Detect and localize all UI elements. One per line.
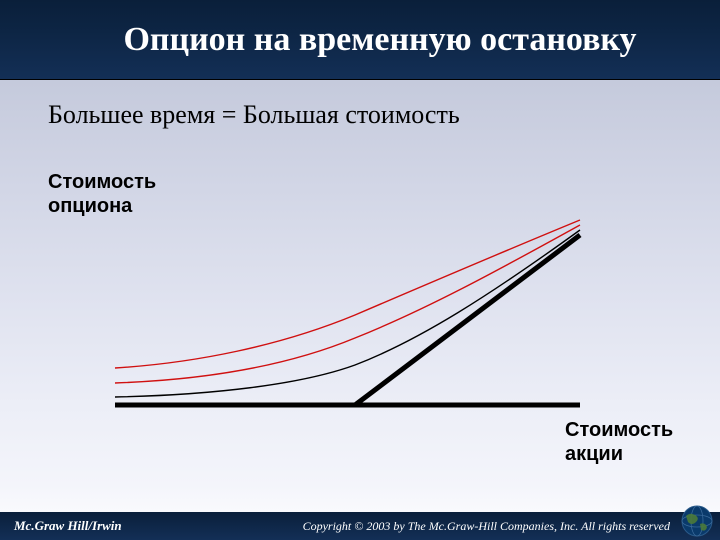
curves-group <box>115 220 580 397</box>
option-curve-0 <box>115 230 580 397</box>
subtitle: Большее время = Большая стоимость <box>48 100 460 130</box>
header: Опцион на временную остановку <box>0 0 720 80</box>
slide: 22- 7 Опцион на временную остановку Боль… <box>0 0 720 540</box>
payoff-line <box>115 235 580 405</box>
page-title: Опцион на временную остановку <box>0 21 720 59</box>
footer: Mc.Graw Hill/Irwin Copyright © 2003 by T… <box>0 512 720 540</box>
option-value-chart <box>90 210 630 420</box>
option-curve-2 <box>115 220 580 368</box>
x-axis-label: Стоимостьакции <box>565 418 673 466</box>
globe-icon <box>680 504 714 538</box>
footer-copyright: Copyright © 2003 by The Mc.Graw-Hill Com… <box>303 519 706 534</box>
footer-publisher: Mc.Graw Hill/Irwin <box>14 518 122 534</box>
